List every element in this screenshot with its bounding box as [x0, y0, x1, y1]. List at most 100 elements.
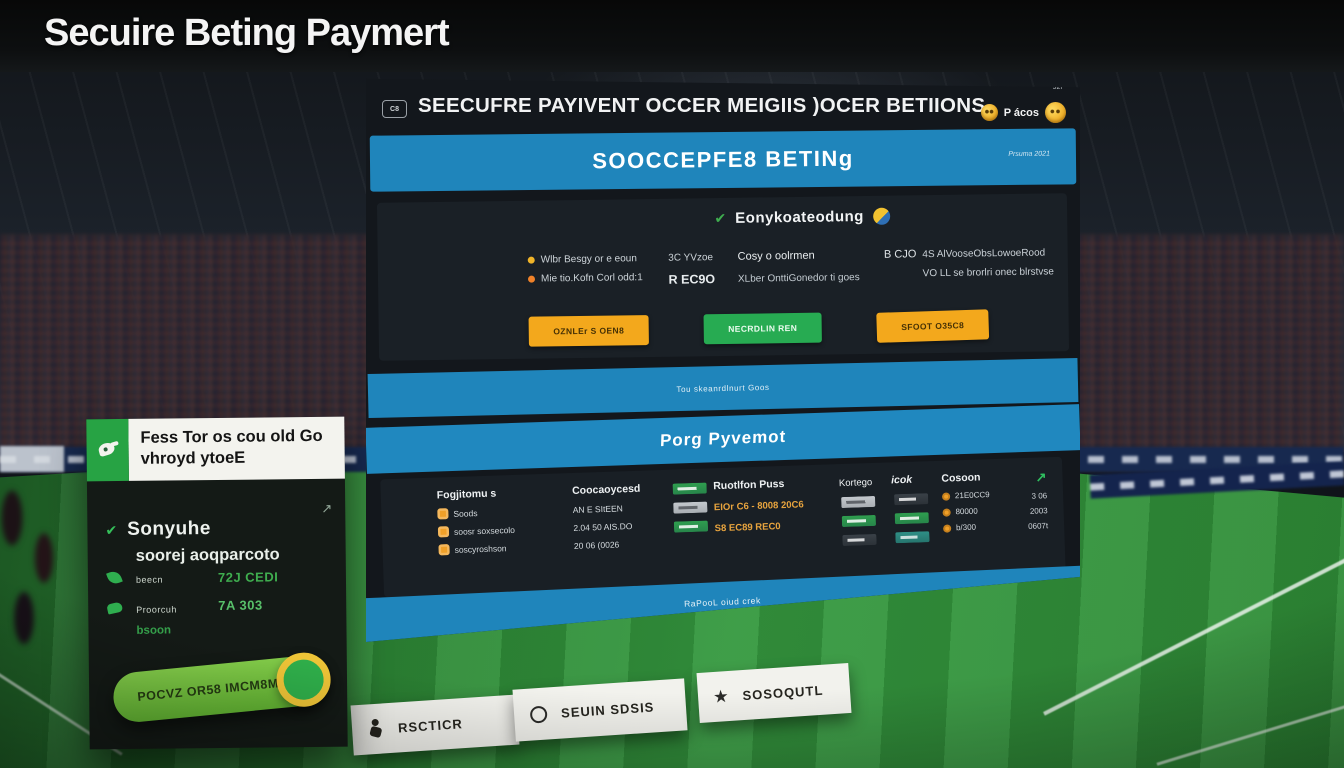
player-icon: [367, 718, 384, 739]
payment-method-label: soosr soxsecolo: [453, 524, 516, 537]
code-row: b/300: [942, 521, 1028, 533]
wallet-pay-button[interactable]: POCVZ OR58 IMCM8M: [111, 650, 334, 725]
value-cell: 3 06: [1031, 491, 1048, 501]
icons-column: icok: [891, 473, 944, 571]
features-section: ✔ Eonykoateodung Wlbr Besgy or e eoun Mi…: [376, 193, 1070, 361]
offer-button-2[interactable]: NECRDLIN REN: [703, 312, 822, 345]
banner-note: Prsuma 2021: [1008, 150, 1050, 159]
wallet-row-label: Proorcuh: [136, 604, 177, 615]
code-dot-icon: [942, 507, 951, 517]
payment-method-icon: [438, 544, 450, 556]
bank-card-icon: [841, 495, 876, 509]
mid-line2: XLber OnttiGonedor ti goes: [737, 272, 860, 285]
code-dot-icon: [942, 523, 952, 533]
panel-header-title: SEECUFRE PAYIVENT OCCER MEIGIIS )OCER BE…: [418, 94, 986, 117]
column-header: Fogjitomu s: [436, 487, 497, 502]
column-header: Cosoon: [941, 471, 981, 485]
wallet-link[interactable]: bsoon: [136, 624, 172, 637]
payments-banner-text: Porg Pyvemot: [659, 426, 787, 451]
bank-card-icon: [893, 493, 928, 506]
coin-icon: [980, 104, 998, 121]
features-buttons: OZNLEr S OEN8 NECRDLIN REN SFOOT O35C8: [528, 309, 990, 347]
wallet-row-label: beecn: [135, 574, 164, 585]
star-icon: ★: [713, 688, 730, 706]
wallet-pay-button-label: POCVZ OR58 IMCM8M: [136, 676, 280, 704]
verified-check-icon: ✔: [105, 521, 118, 538]
wallet-header-line: Fess Tor os cou old Go: [140, 426, 323, 447]
payment-methods-column: Fogjitomu s Soods soosr soxsecolo soscyr…: [437, 485, 576, 585]
bullet-dot-icon: [527, 275, 536, 283]
payment-method-row[interactable]: soosr soxsecolo: [437, 522, 574, 538]
column-header: icok: [890, 473, 913, 487]
wallet-account-name: ✔ Sonyuhe: [105, 518, 211, 541]
detail-cell: 2.04 50 AIS.DO: [573, 521, 633, 533]
coin-badge-icon: [274, 650, 334, 710]
bank-card-icon: [894, 531, 930, 544]
crowd-figures: [0, 468, 80, 668]
external-link-arrow-icon[interactable]: ↗: [321, 500, 333, 516]
card-badges-column: [672, 480, 716, 577]
fees-column: Ruotlfon Puss EIOr C6 - 8008 20C6 S8 EC8…: [713, 476, 842, 576]
category-column: Kortego: [839, 474, 894, 572]
footer-bar-text: RaPooL oiud crek: [683, 595, 762, 609]
leaf-icon: [106, 569, 123, 586]
info-bar-text: Tou skeanrdlnurt Goos: [676, 382, 770, 394]
value-cell: 2003: [1029, 506, 1048, 516]
payment-method-icon: [437, 508, 449, 520]
panel-logo-icon: C8: [382, 100, 407, 118]
features-bullets: Wlbr Besgy or e eoun Mie tio.Kofn Corl o…: [527, 245, 663, 289]
bottom-button-favorites[interactable]: ★ SOSOQUTL: [696, 663, 852, 723]
wallet-row-value: 72J CEDI: [217, 569, 279, 585]
code-text: 21E0CC9: [954, 490, 990, 501]
features-grid: Wlbr Besgy or e eoun Mie tio.Kofn Corl o…: [527, 239, 1055, 289]
page-title: Secuire Beting Paymert: [44, 12, 450, 54]
values-column: ↗ 3 06 2003 0607t: [1026, 469, 1053, 566]
fee-cell: EIOr C6 - 8008 20C6: [713, 499, 804, 514]
stat-text: 3C YVzoe: [668, 252, 714, 264]
bank-card-icon: [672, 482, 707, 495]
right-line: VO LL se brorlri onec blrstvse: [922, 266, 1055, 280]
features-heading-text: Eonykoateodung: [735, 208, 864, 227]
offer-button-3[interactable]: SFOOT O35C8: [876, 309, 990, 343]
code-text: 80000: [955, 506, 978, 517]
payment-method-label: soscyroshson: [454, 542, 507, 555]
column-header: Coocaoycesd: [571, 482, 641, 497]
column-header: Ruotlfon Puss: [713, 477, 785, 493]
wallet-row-value: 7A 303: [218, 597, 263, 613]
hand-icon: [106, 601, 124, 615]
bullet-row: Mie tio.Kofn Corl odd:1: [527, 272, 663, 285]
detail-cell: AN E SItEEN: [572, 503, 623, 515]
top-title-bar: Secuire Beting Paymert: [0, 0, 1344, 72]
circle-icon: [529, 705, 548, 724]
wallet-card-header-text: Fess Tor os cou old Go vhroyd ytoeE: [128, 416, 345, 481]
banner-title: SOOCCEPFE8 BETINg: [592, 145, 854, 174]
whistle-icon: [97, 441, 116, 458]
column-header: Kortego: [838, 477, 873, 490]
payment-method-label: Soods: [453, 507, 478, 519]
balance-label: P ácos: [1003, 106, 1039, 119]
offer-button-1[interactable]: OZNLEr S OEN8: [528, 315, 649, 347]
balance-chip[interactable]: P ácos: [980, 102, 1066, 123]
bank-card-icon: [673, 501, 708, 514]
payment-method-row[interactable]: Soods: [437, 504, 573, 520]
detail-cell: 20 06 (0026: [573, 539, 620, 551]
check-icon: ✔: [714, 209, 727, 227]
bank-card-icon: [894, 512, 929, 525]
mid-line: Cosy o oolrmen: [737, 249, 815, 263]
mid-value: B CJO: [883, 248, 917, 261]
wallet-header-line: vhroyd ytoeE: [140, 448, 246, 468]
bottom-button-label: RSCTICR: [397, 715, 464, 735]
bullet-row: Wlbr Besgy or e eoun: [527, 253, 663, 266]
bottom-button-label: SEUIN SDSIS: [560, 698, 655, 721]
payment-method-icon: [437, 526, 450, 538]
bank-card-icon: [842, 533, 878, 547]
payment-details-column: Coocaoycesd AN E SItEEN 2.04 50 AIS.DO 2…: [572, 482, 676, 581]
bank-card-icon: [673, 520, 709, 533]
bottom-button-label: SOSOQUTL: [742, 682, 824, 703]
trend-arrow-icon: ↗: [1035, 469, 1047, 485]
bank-card-icon: [842, 514, 877, 528]
features-right: 4S AlVooseObsLowoeRood VO LL se brorlri …: [922, 239, 1054, 283]
ball-icon: [872, 207, 890, 225]
main-banner: SOOCCEPFE8 BETINg Prsuma 2021: [369, 128, 1077, 192]
payment-method-row[interactable]: soscyroshson: [438, 540, 574, 556]
